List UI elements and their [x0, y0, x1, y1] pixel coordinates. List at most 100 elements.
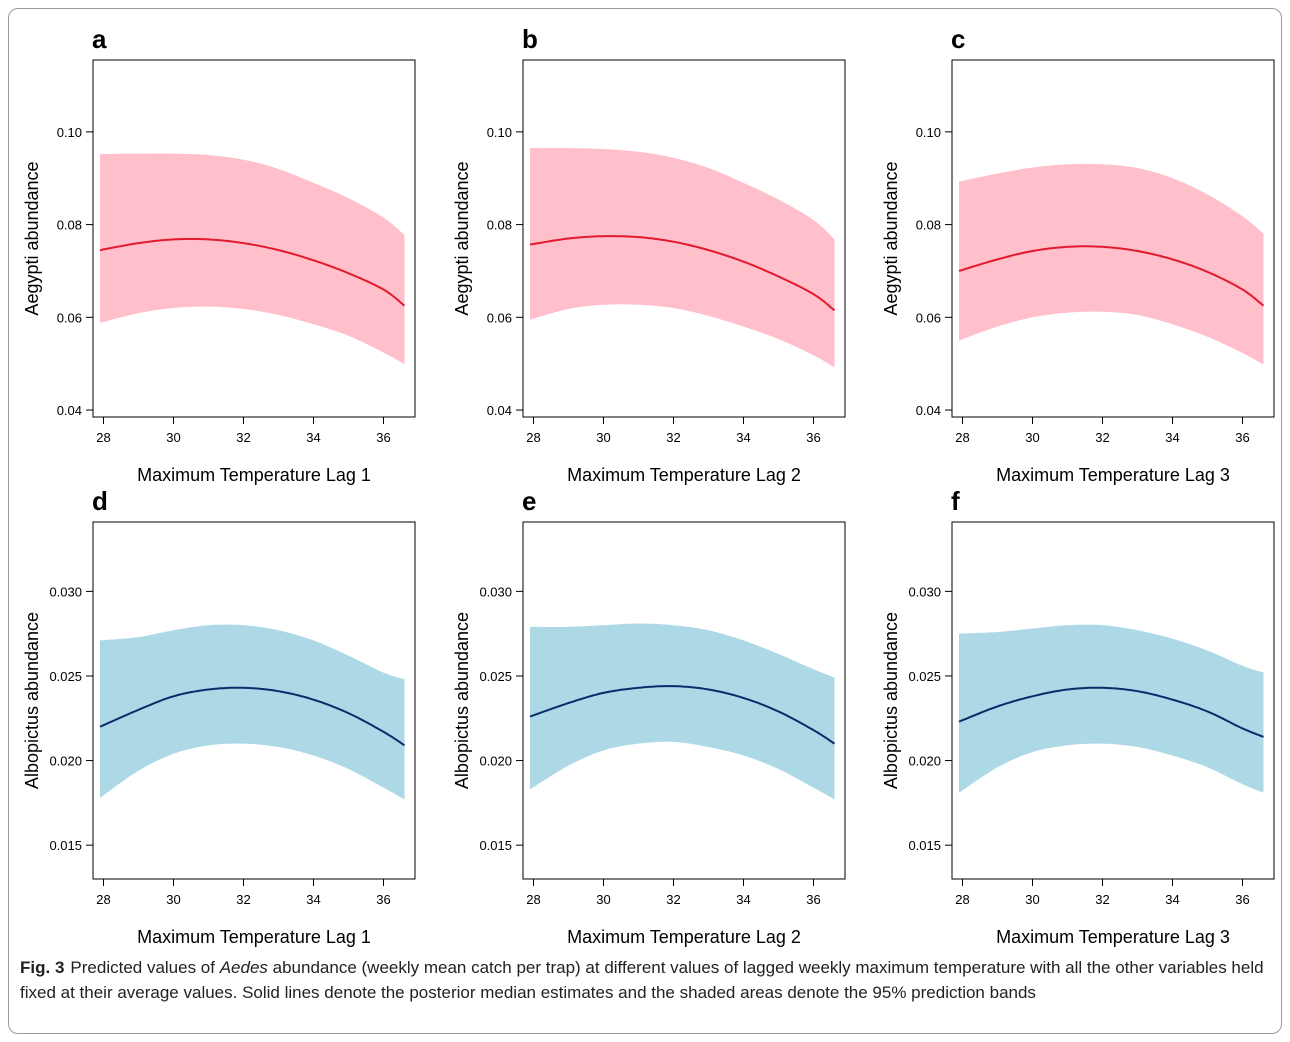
y-tick-label: 0.030 [479, 584, 512, 599]
y-tick-label: 0.030 [908, 584, 941, 599]
prediction-band-e [530, 623, 835, 800]
x-tick-label: 30 [166, 430, 180, 445]
panel-letter: f [951, 486, 960, 516]
y-axis-label: Aegypti abundance [881, 161, 901, 315]
x-tick-label: 34 [736, 892, 750, 907]
x-tick-label: 30 [596, 892, 610, 907]
y-axis-label: Albopictus abundance [22, 612, 42, 789]
x-tick-label: 36 [376, 430, 390, 445]
y-tick-label: 0.030 [49, 584, 82, 599]
y-axis-label: Aegypti abundance [22, 161, 42, 315]
y-tick-label: 0.10 [916, 125, 941, 140]
y-tick-label: 0.025 [908, 669, 941, 684]
caption-figure-label: Fig. 3 [20, 958, 65, 977]
x-tick-label: 28 [96, 430, 110, 445]
plot-frame-b [522, 59, 846, 418]
plot-frame-f [951, 521, 1275, 880]
median-line-b [529, 235, 836, 312]
chart-panel-c: 28 30 32 34 36 0.04 0.06 0.08 0.10 Maximum Temper… [881, 24, 1275, 485]
y-tick-label: 0.015 [479, 838, 512, 853]
x-tick-label: 36 [806, 430, 820, 445]
y-tick-label: 0.025 [479, 669, 512, 684]
prediction-band-b [530, 148, 835, 368]
caption-text-italic: Aedes [219, 958, 268, 977]
plot-frame-a [92, 59, 416, 418]
caption-text-before: Predicted values of [70, 958, 220, 977]
chart-panel-a: 28 30 32 34 36 0.04 0.06 0.08 0.10 Maximum Temper… [22, 24, 416, 485]
prediction-band-a [100, 153, 405, 365]
x-axis-label: Maximum Temperature Lag 1 [137, 465, 371, 485]
plot-frame-d [92, 521, 416, 880]
y-tick-label: 0.020 [49, 754, 82, 769]
x-tick-label: 28 [955, 892, 969, 907]
x-tick-label: 32 [1095, 430, 1109, 445]
median-line-f [958, 686, 1264, 738]
x-tick-label: 34 [306, 892, 320, 907]
y-tick-label: 0.08 [916, 218, 941, 233]
x-tick-label: 36 [806, 892, 820, 907]
x-tick-label: 34 [1165, 892, 1179, 907]
y-tick-label: 0.04 [57, 403, 82, 418]
figure-caption: Fig. 3 Predicted values of Aedes abundanc… [20, 955, 1270, 1005]
panel-letter: b [522, 24, 538, 54]
median-line-e [529, 685, 836, 745]
x-tick-label: 34 [306, 430, 320, 445]
y-tick-label: 0.04 [487, 403, 512, 418]
chart-panel-b: 28 30 32 34 36 0.04 0.06 0.08 0.10 Maximum Temper… [452, 24, 846, 485]
x-tick-label: 32 [666, 892, 680, 907]
x-tick-label: 36 [1235, 430, 1249, 445]
y-axis-label: Albopictus abundance [452, 612, 472, 789]
figure-panels: 28 30 32 34 36 0.04 0.06 0.08 0.10 Maximum Temper… [22, 24, 1275, 947]
panel-letter: d [92, 486, 108, 516]
y-tick-label: 0.025 [49, 669, 82, 684]
median-line-d [99, 686, 406, 747]
x-tick-label: 36 [1235, 892, 1249, 907]
prediction-band-d [100, 624, 405, 800]
x-axis-label: Maximum Temperature Lag 2 [567, 927, 801, 947]
x-tick-label: 30 [596, 430, 610, 445]
x-tick-label: 30 [1025, 892, 1039, 907]
x-tick-label: 36 [376, 892, 390, 907]
y-tick-label: 0.10 [487, 125, 512, 140]
median-line-a [99, 238, 406, 307]
figure-frame [8, 8, 1282, 1034]
panel-letter: c [951, 24, 965, 54]
chart-panel-e: 28 30 32 34 36 0.015 0.020 0.025 0.030 Maximum Te… [452, 486, 846, 947]
x-tick-label: 28 [526, 892, 540, 907]
x-tick-label: 28 [526, 430, 540, 445]
x-tick-label: 34 [1165, 430, 1179, 445]
prediction-band-f [959, 624, 1264, 793]
chart-panel-f: 28 30 32 34 36 0.015 0.020 0.025 0.030 Maximum Te… [881, 486, 1275, 947]
x-tick-label: 32 [1095, 892, 1109, 907]
plot-frame-c [951, 59, 1275, 418]
y-tick-label: 0.015 [49, 838, 82, 853]
y-tick-label: 0.08 [57, 218, 82, 233]
plot-frame-e [522, 521, 846, 880]
y-tick-label: 0.015 [908, 838, 941, 853]
x-tick-label: 30 [166, 892, 180, 907]
x-tick-label: 30 [1025, 430, 1039, 445]
x-axis-label: Maximum Temperature Lag 3 [996, 927, 1230, 947]
prediction-band-c [959, 163, 1264, 365]
y-tick-label: 0.06 [57, 310, 82, 325]
panel-letter: e [522, 486, 536, 516]
y-axis-label: Aegypti abundance [452, 161, 472, 315]
x-tick-label: 28 [96, 892, 110, 907]
y-tick-label: 0.06 [487, 310, 512, 325]
panel-letter: a [92, 24, 107, 54]
y-tick-label: 0.020 [479, 754, 512, 769]
x-axis-label: Maximum Temperature Lag 2 [567, 465, 801, 485]
x-tick-label: 28 [955, 430, 969, 445]
x-tick-label: 34 [736, 430, 750, 445]
x-tick-label: 32 [236, 892, 250, 907]
x-axis-label: Maximum Temperature Lag 3 [996, 465, 1230, 485]
y-tick-label: 0.020 [908, 754, 941, 769]
x-tick-label: 32 [236, 430, 250, 445]
y-tick-label: 0.08 [487, 218, 512, 233]
y-tick-label: 0.06 [916, 310, 941, 325]
x-tick-label: 32 [666, 430, 680, 445]
chart-panel-d: 28 30 32 34 36 0.015 0.020 0.025 0.030 Maximum Te… [22, 486, 416, 947]
y-axis-label: Albopictus abundance [881, 612, 901, 789]
y-tick-label: 0.10 [57, 125, 82, 140]
median-line-c [958, 245, 1265, 307]
